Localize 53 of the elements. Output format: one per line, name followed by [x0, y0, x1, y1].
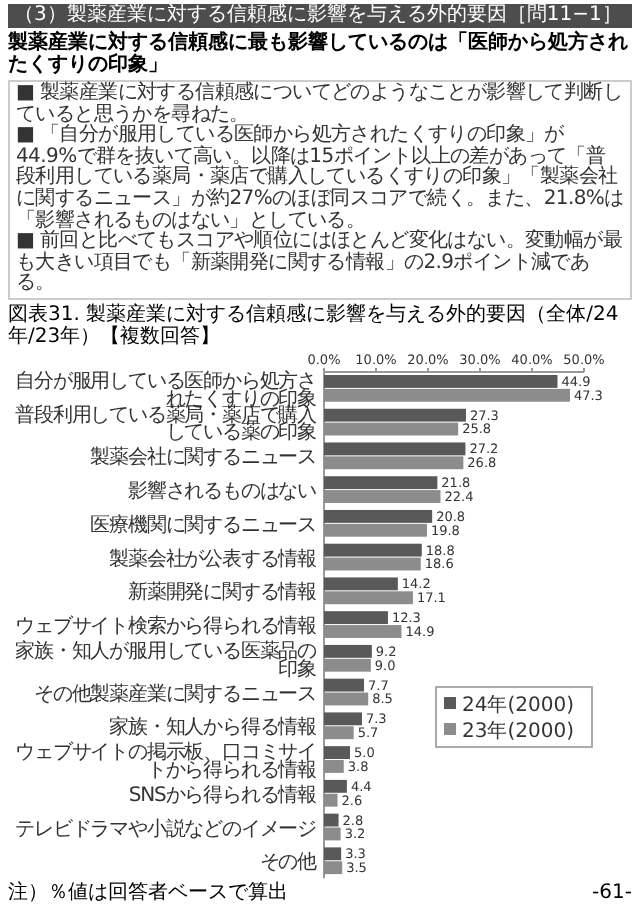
- bar: [324, 813, 339, 827]
- bar: [324, 658, 371, 672]
- bar: [324, 388, 570, 402]
- y-tick-label: 家族・知人から得る情報: [109, 715, 318, 740]
- bar: [324, 746, 350, 759]
- y-tick-label: ウェブサイト検索から得られる情報: [15, 613, 318, 638]
- bar: [324, 644, 372, 658]
- bar: [324, 861, 343, 874]
- y-tick-label: その他製薬産業に関するニュース: [33, 681, 316, 706]
- text: ■ 「自分が服用している医師から処方されたくすりの印象」が44.9%で群を抜いて高い。以降は15ポイント以上の差があって「普段利用している薬局・薬店で購入しているくすりの印象」「製薬会社に関するニュース」が約27%のほぼ同スコアで続く。また、21.8%は「影響されるものはない」としている。: [16, 124, 624, 232]
- bar: [324, 523, 427, 537]
- bar: [324, 476, 438, 489]
- bar: [324, 726, 354, 740]
- text: -61-: [592, 882, 632, 904]
- chart-title: 図表31. 製薬産業に対する信頼感に影響を与える外的要因（全体/24年/23年）【複数回答】: [8, 303, 621, 348]
- text: 注）％値は回答者ベースで算出: [8, 882, 288, 904]
- bar: [324, 557, 421, 571]
- y-tick-label: 製薬会社が公表する情報: [109, 546, 318, 571]
- bar: [324, 543, 422, 557]
- bar: [324, 442, 466, 456]
- text: （3）製薬産業に対する信頼感に影響を与える外的要因［問11−1］: [8, 4, 632, 28]
- legend-label: 23年(2000): [462, 718, 575, 743]
- y-tick-label: 医療機関に関するニュース: [90, 512, 316, 537]
- bar: [324, 624, 402, 638]
- bar: [324, 692, 369, 706]
- y-tick-label: 製薬会社に関するニュース: [90, 445, 316, 470]
- y-tick-label: テレビドラマや小説などのイメージ: [15, 816, 318, 841]
- bar: [324, 489, 441, 503]
- bar: [324, 591, 413, 605]
- bar: [324, 759, 344, 773]
- bar: [324, 509, 433, 523]
- text: ■ 製薬産業に対する信頼感についてどのようなことが影響して判断していると思うかを尋ねた。: [16, 82, 624, 126]
- bar: [324, 611, 388, 624]
- text: 製薬産業に対する信頼感に最も影響しているのは「医師から処方されたくすりの印象」: [8, 32, 630, 76]
- bar: [324, 678, 365, 692]
- bar: [324, 779, 347, 793]
- bar: [324, 422, 459, 436]
- bar: [324, 408, 466, 422]
- y-tick-label: 新薬開発に関する情報: [127, 580, 318, 605]
- y-tick-label: 影響されるものはない: [127, 478, 318, 503]
- bar: [324, 577, 398, 591]
- y-tick-label: 家族・知人が服用している医薬品の印象: [15, 638, 318, 681]
- bar: [324, 374, 558, 388]
- bar: [324, 456, 464, 470]
- bar: [324, 847, 342, 861]
- y-tick-label: ウェブサイトの掲示板、口コミサイトから得られる情報: [15, 740, 318, 782]
- legend-label: 24年(2000): [462, 692, 575, 717]
- text: ■ 前回と比べてもスコアや順位にはほとんど変化はない。変動幅が最も大きい項目でも「新薬開発に関する情報」の2.9ポイント減である。: [16, 230, 624, 296]
- y-tick-label: SNSから得られる情報: [128, 782, 318, 807]
- bar: [324, 827, 341, 841]
- bar: [324, 793, 338, 807]
- bar: [324, 712, 362, 726]
- y-tick-label: その他: [259, 850, 318, 875]
